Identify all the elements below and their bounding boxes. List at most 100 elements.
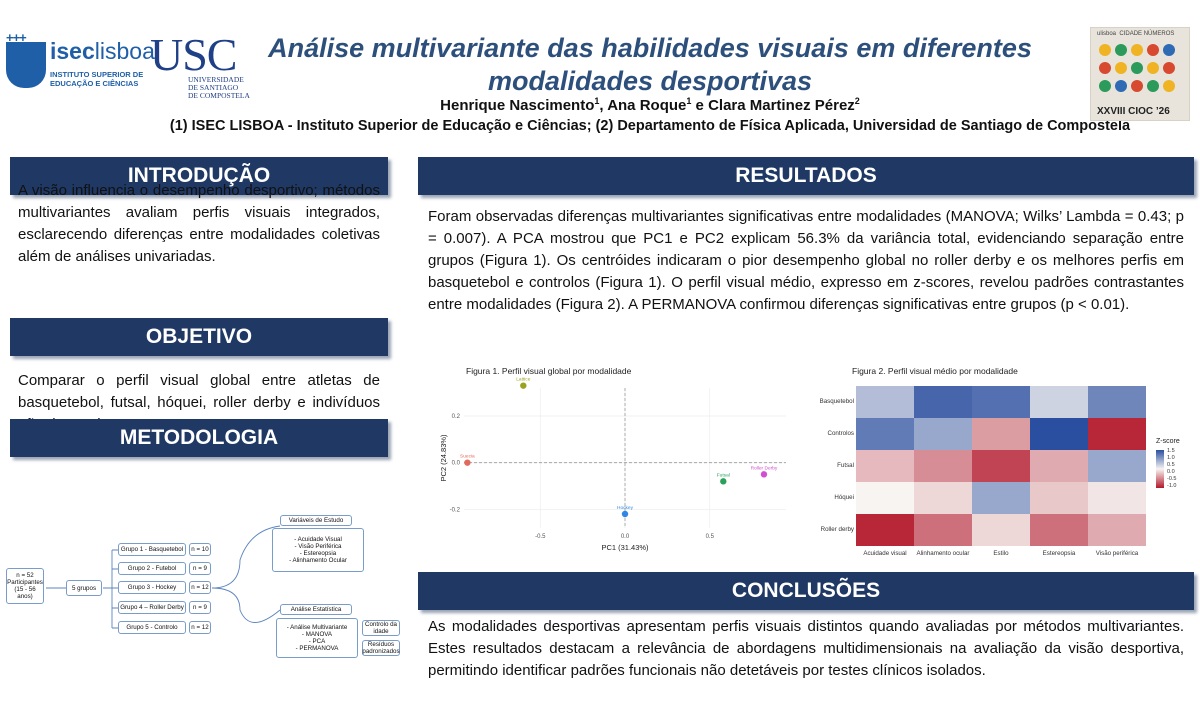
variables-box: - Acuidade Visual - Visão Periférica - E…: [272, 528, 364, 572]
poster-title: Análise multivariante das habilidades vi…: [268, 33, 1032, 96]
conference-dot-icon: [1115, 44, 1127, 56]
group-n-box: n = 12: [189, 581, 211, 594]
control-age-box: Controlo da idade: [362, 620, 400, 636]
conference-dot-icon: [1099, 62, 1111, 74]
x-tick-label: 0.5: [706, 534, 715, 540]
group-n-box: n = 12: [189, 621, 211, 634]
usc-logo-name: USC: [150, 29, 237, 80]
heatmap-cell: [972, 450, 1030, 482]
heatmap-cell: [856, 386, 914, 418]
conference-dot-icon: [1099, 80, 1111, 92]
conference-dot-icon: [1147, 62, 1159, 74]
x-tick-label: 0.0: [621, 534, 630, 540]
heatmap-cell: [856, 482, 914, 514]
conference-dot-icon: [1099, 44, 1111, 56]
data-point-label: Hockey: [617, 505, 634, 511]
x-tick-label: -0.5: [535, 534, 546, 540]
heatmap-cell: [914, 450, 972, 482]
heatmap-legend-title: Z-score: [1156, 438, 1180, 445]
heatmap-legend-tick: 0.0: [1167, 469, 1175, 475]
y-axis-label: PC2 (24.83%): [439, 434, 448, 482]
y-tick-label: -0.2: [450, 507, 461, 513]
heatmap-legend-tick: 0.5: [1167, 462, 1175, 468]
heatmap-cell: [1088, 450, 1146, 482]
heatmap-legend-colorbar: [1156, 450, 1164, 488]
conference-dot-icon: [1131, 62, 1143, 74]
analysis-box: - Análise Multivariante - MANOVA - PCA -…: [276, 618, 358, 658]
data-point: [760, 471, 768, 478]
resultados-text: Foram observadas diferenças multivariant…: [428, 208, 1184, 313]
heatmap-cell: [972, 386, 1030, 418]
heatmap-cell: [1030, 386, 1088, 418]
conference-logo: ulisboa CIDADE NÚMEROS XXVIII CIOC ’26: [1090, 27, 1190, 121]
conclusoes-text: As modalidades desportivas apresentam pe…: [428, 618, 1184, 679]
heatmap-row-label: Hóquei: [834, 494, 854, 501]
groups-count-box: 5 grupos: [66, 580, 102, 596]
group-n-box: n = 10: [189, 543, 211, 556]
heatmap-cell: [972, 514, 1030, 546]
heatmap-row-label: Controlos: [827, 430, 854, 437]
analysis-title-box: Análise Estatística: [280, 604, 352, 615]
heatmap-cell: [1030, 450, 1088, 482]
introducao-text: A visão influencia o desempenho desporti…: [18, 182, 380, 265]
isec-logo-name: iseclisboa: [50, 38, 155, 64]
heatmap-cell: [914, 386, 972, 418]
group-box: Grupo 5 - Controlo: [118, 621, 186, 634]
variables-title-box: Variáveis de Estudo: [280, 515, 352, 526]
heatmap-cell: [1030, 482, 1088, 514]
methodology-diagram-connectors: [46, 525, 281, 629]
conference-dot-icon: [1163, 62, 1175, 74]
group-n-box: n = 9: [189, 562, 211, 575]
isec-shield-icon: [6, 42, 46, 88]
conference-dot-icon: [1163, 44, 1175, 56]
conference-dot-icon: [1147, 80, 1159, 92]
heatmap-cell: [972, 482, 1030, 514]
heatmap-column-label: Alinhamento ocular: [916, 550, 970, 557]
heatmap-cell: [1030, 418, 1088, 450]
group-box: Grupo 1 - Basquetebol: [118, 543, 186, 556]
heatmap-row-label: Basquetebol: [819, 398, 854, 405]
figure2-heatmap: Basquetebol Controlos Futsal Hóquei Roller d…: [816, 380, 1192, 562]
heatmap-cell: [1088, 482, 1146, 514]
data-point: [621, 510, 629, 518]
usc-logo: USC UNIVERSIDADE DE SANTIAGO DE COMPOSTE…: [150, 29, 254, 104]
metodologia-header: METODOLOGIA: [10, 419, 388, 457]
heatmap-cell: [1088, 386, 1146, 418]
heatmap-column-label: Acuidade visual: [863, 550, 907, 557]
group-n-box: n = 9: [189, 601, 211, 614]
y-tick-label: 0.2: [452, 414, 461, 420]
introducao-header: INTRODUÇÃO: [10, 157, 388, 195]
heatmap-cell: [1088, 514, 1146, 546]
group-box: Grupo 2 - Futebol: [118, 562, 186, 575]
conference-dot-icon: [1131, 44, 1143, 56]
y-tick-label: 0.0: [452, 461, 461, 467]
x-axis-label: PC1 (31.43%): [601, 543, 649, 552]
isec-plus-icon: +++: [6, 30, 27, 45]
residuals-box: Resíduos padronizados: [362, 640, 400, 656]
conference-dot-icon: [1115, 80, 1127, 92]
heatmap-cell: [914, 418, 972, 450]
data-point: [520, 382, 527, 389]
heatmap-cell: [1088, 418, 1146, 450]
data-point-label: Lattice: [516, 377, 530, 383]
conference-dot-icon: [1147, 44, 1159, 56]
conference-dot-icon: [1131, 80, 1143, 92]
heatmap-column-label: Estilo: [993, 550, 1009, 557]
figure1-title: Figura 1. Perfil visual global por modal…: [466, 366, 632, 376]
conference-dot-icon: [1115, 62, 1127, 74]
heatmap-cell: [972, 418, 1030, 450]
heatmap-cell: [856, 418, 914, 450]
heatmap-column-label: Visão periférica: [1095, 550, 1139, 557]
heatmap-legend-tick: -0.5: [1167, 476, 1177, 482]
heatmap-cell: [856, 514, 914, 546]
conclusoes-header: CONCLUSÕES: [418, 572, 1194, 610]
authors: Henrique Nascimento1, Ana Roque1 e Clara…: [440, 96, 860, 114]
heatmap-column-label: Estereopsia: [1042, 550, 1076, 557]
data-point-label: Futsal: [717, 472, 730, 478]
heatmap-row-label: Futsal: [837, 462, 854, 469]
figure2-title: Figura 2. Perfil visual médio por modali…: [852, 366, 1018, 376]
group-box: Grupo 4 – Roller Derby: [118, 601, 186, 614]
objetivo-header: OBJETIVO: [10, 318, 388, 356]
participants-box: n = 52 Participantes (15 - 56 anos): [6, 568, 44, 604]
heatmap-legend-tick: 1.0: [1167, 455, 1175, 461]
